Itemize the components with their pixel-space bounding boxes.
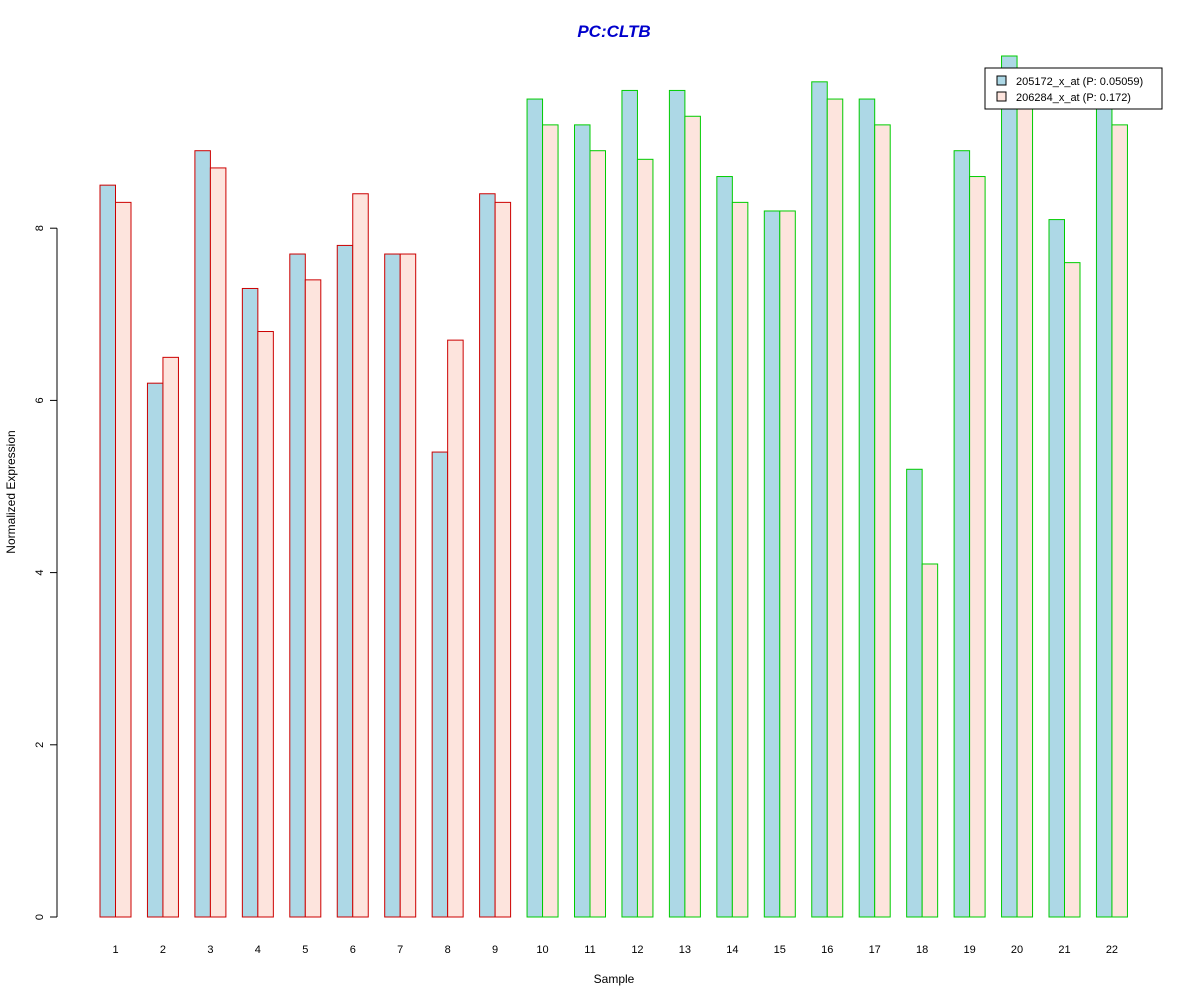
bar-sample-22-series-2 [1111, 124, 1128, 918]
bar-sample-18-series-1 [906, 468, 923, 918]
y-axis: 0 2 4 6 8 [34, 225, 58, 920]
x-tick-label-20: 20 [1011, 944, 1023, 956]
bar-sample-17-series-1 [858, 98, 876, 918]
bar-sample-16-series-2 [826, 98, 844, 918]
bar-sample-14-series-1 [716, 176, 733, 918]
y-tick-label: 8 [34, 225, 46, 231]
bar-sample-4-series-2 [257, 331, 274, 918]
chart-title: PC:CLTB [577, 22, 650, 41]
x-tick-label-1: 1 [112, 944, 118, 956]
legend-entry-2: 206284_x_at (P: 0.172) [1016, 92, 1131, 104]
bar-sample-13-series-2 [684, 115, 701, 918]
x-tick-label-22: 22 [1106, 944, 1118, 956]
x-tick-label-2: 2 [160, 944, 166, 956]
legend-entry-1: 205172_x_at (P: 0.05059) [1016, 76, 1143, 88]
bar-sample-9-series-1 [479, 193, 496, 918]
bar-sample-6-series-1 [336, 244, 354, 918]
x-tick-label-13: 13 [679, 944, 691, 956]
legend: 205172_x_at (P: 0.05059) 206284_x_at (P:… [984, 67, 1163, 110]
bars [99, 55, 1128, 918]
bar-sample-20-series-1 [1001, 55, 1018, 918]
bar-sample-18-series-2 [921, 563, 939, 918]
bar-sample-8-series-2 [447, 339, 464, 918]
bar-sample-19-series-1 [953, 150, 971, 918]
x-tick-label-18: 18 [916, 944, 928, 956]
bar-sample-22-series-1 [1095, 98, 1113, 918]
bar-sample-14-series-2 [731, 201, 749, 918]
x-tick-label-8: 8 [445, 944, 451, 956]
bar-sample-4-series-1 [241, 287, 259, 918]
x-tick-label-5: 5 [302, 944, 308, 956]
bar-sample-20-series-2 [1016, 107, 1034, 918]
bar-sample-19-series-2 [969, 176, 986, 918]
x-tick-label-10: 10 [536, 944, 548, 956]
x-tick-label-12: 12 [631, 944, 643, 956]
x-tick-label-19: 19 [963, 944, 975, 956]
x-tick-label-3: 3 [207, 944, 213, 956]
bar-sample-3-series-1 [194, 150, 211, 918]
bar-sample-12-series-1 [621, 89, 638, 918]
x-tick-label-6: 6 [350, 944, 356, 956]
bar-sample-1-series-2 [115, 201, 132, 918]
bar-sample-1-series-1 [99, 184, 116, 918]
x-tick-label-15: 15 [774, 944, 786, 956]
x-tick-label-4: 4 [255, 944, 261, 956]
bar-sample-13-series-1 [668, 89, 686, 918]
x-axis-labels: 1 2 3 4 5 6 7 8 9 10 11 12 13 14 15 16 17 18 19 20 21 22 [112, 944, 1118, 956]
bar-sample-21-series-2 [1064, 262, 1081, 918]
x-tick-label-14: 14 [726, 944, 738, 956]
bar-sample-5-series-1 [289, 253, 306, 918]
bar-sample-15-series-2 [779, 210, 796, 918]
x-axis-label: Sample [594, 972, 635, 986]
x-tick-label-17: 17 [869, 944, 881, 956]
bar-sample-21-series-1 [1048, 219, 1065, 918]
x-tick-label-11: 11 [584, 944, 595, 956]
bar-sample-16-series-1 [811, 81, 828, 918]
y-tick-label: 6 [34, 397, 46, 403]
bar-sample-9-series-2 [494, 201, 512, 918]
bar-sample-15-series-1 [763, 210, 781, 918]
bar-sample-17-series-2 [874, 124, 891, 918]
bar-sample-10-series-1 [526, 98, 544, 918]
y-tick-label: 4 [34, 570, 46, 576]
y-tick-label: 2 [34, 742, 46, 748]
x-tick-label-21: 21 [1058, 944, 1070, 956]
legend-swatch-1 [996, 75, 1007, 86]
bar-sample-10-series-2 [542, 124, 559, 918]
bar-sample-3-series-2 [209, 167, 227, 918]
bar-sample-11-series-2 [589, 150, 606, 918]
bar-sample-5-series-2 [304, 279, 322, 918]
x-tick-label-9: 9 [492, 944, 498, 956]
bar-sample-7-series-2 [399, 253, 417, 918]
x-tick-label-7: 7 [397, 944, 403, 956]
bar-sample-6-series-2 [352, 193, 369, 918]
bar-sample-11-series-1 [574, 124, 591, 918]
bar-sample-2-series-2 [162, 356, 179, 918]
bar-sample-7-series-1 [384, 253, 401, 918]
legend-swatch-2 [996, 91, 1007, 102]
x-tick-label-16: 16 [821, 944, 833, 956]
y-axis-label: Normalized Expression [4, 430, 18, 553]
bar-sample-12-series-2 [636, 158, 654, 918]
y-tick-label: 0 [34, 914, 46, 920]
legend-box [984, 67, 1163, 110]
bar-sample-2-series-1 [146, 382, 164, 918]
bar-sample-8-series-1 [431, 451, 449, 918]
